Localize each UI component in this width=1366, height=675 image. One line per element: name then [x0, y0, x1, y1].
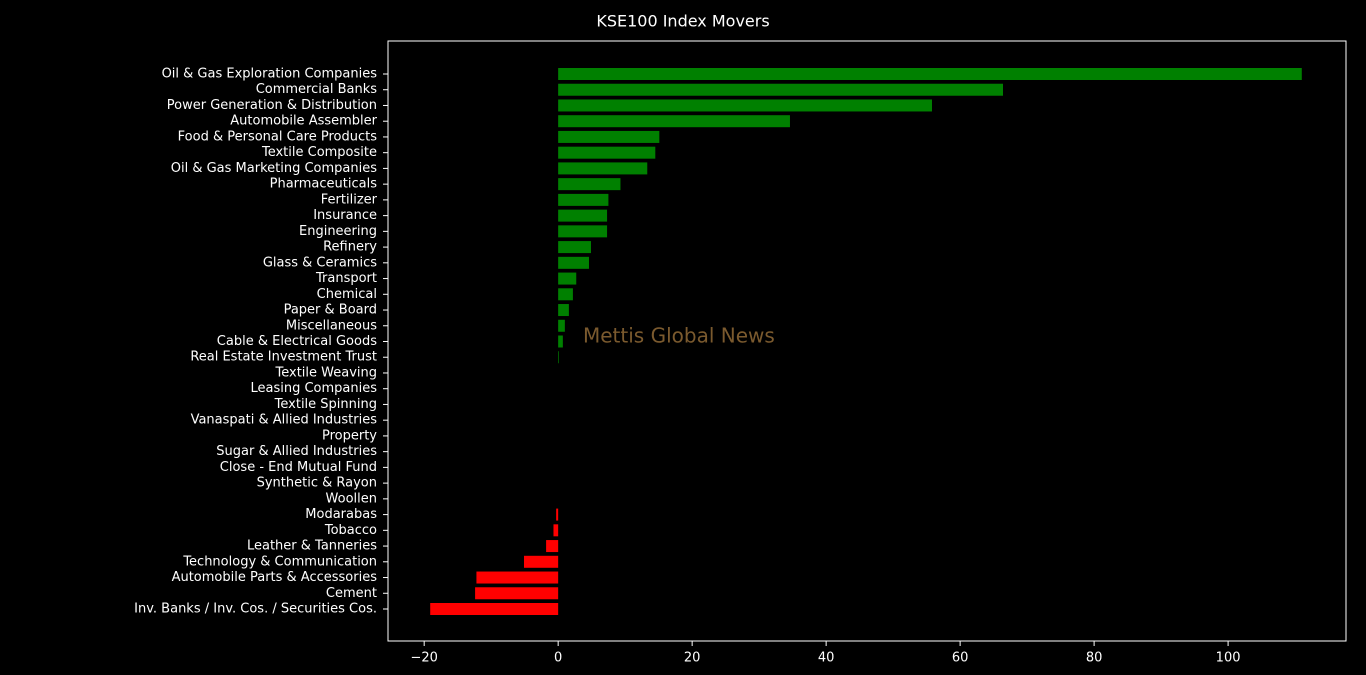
plot-frame: [387, 40, 1347, 642]
bar: [558, 162, 648, 175]
bar: [558, 83, 1003, 96]
bar: [558, 241, 591, 254]
y-tick-label: Miscellaneous: [286, 318, 377, 333]
x-tick-label: 0: [554, 651, 562, 666]
y-tick-label: Property: [322, 428, 377, 443]
chart-title: KSE100 Index Movers: [596, 12, 769, 31]
y-tick-label: Leather & Tanneries: [247, 539, 377, 554]
watermark: Mettis Global News: [583, 324, 775, 348]
x-tick-label: −20: [410, 651, 437, 666]
y-tick-label: Tobacco: [324, 523, 377, 538]
bar: [558, 304, 569, 317]
bar: [558, 351, 559, 364]
bar: [558, 272, 577, 285]
y-tick-label: Oil & Gas Marketing Companies: [171, 161, 377, 176]
y-tick-label: Vanaspati & Allied Industries: [191, 413, 378, 428]
y-tick-label: Real Estate Investment Trust: [190, 350, 377, 365]
bar: [475, 587, 559, 600]
x-tick-label: 40: [818, 651, 835, 666]
y-tick-label: Cable & Electrical Goods: [217, 334, 377, 349]
x-tick-label: 20: [684, 651, 701, 666]
y-tick-label: Fertilizer: [321, 192, 378, 207]
bar: [556, 508, 559, 521]
bar: [558, 68, 1302, 80]
y-tick-label: Modarabas: [305, 507, 377, 522]
y-tick-label: Transport: [315, 271, 377, 286]
y-tick-label: Automobile Assembler: [230, 114, 377, 129]
y-tick-label: Oil & Gas Exploration Companies: [162, 67, 378, 82]
bar: [558, 193, 609, 206]
bar: [558, 225, 608, 238]
y-tick-label: Glass & Ceramics: [263, 255, 377, 270]
y-tick-label: Textile Spinning: [274, 397, 377, 412]
y-tick-label: Textile Weaving: [275, 365, 378, 380]
y-tick-label: Chemical: [317, 287, 377, 302]
y-tick-label: Refinery: [323, 240, 377, 255]
bar: [558, 178, 621, 191]
y-tick-label: Automobile Parts & Accessories: [172, 570, 378, 585]
y-tick-label: Cement: [326, 586, 377, 601]
y-tick-label: Leasing Companies: [250, 381, 377, 396]
y-tick-label: Power Generation & Distribution: [167, 98, 377, 113]
bar: [558, 335, 563, 348]
bar: [558, 99, 932, 112]
bar: [558, 130, 660, 143]
bar: [558, 288, 573, 301]
bar: [558, 209, 608, 222]
y-tick-label: Sugar & Allied Industries: [216, 444, 377, 459]
bar: [476, 571, 559, 584]
y-tick-label: Woollen: [326, 491, 377, 506]
x-tick-label: 80: [1086, 651, 1103, 666]
y-tick-label: Commercial Banks: [256, 82, 378, 97]
bar: [558, 115, 790, 128]
y-tick-label: Synthetic & Rayon: [257, 476, 377, 491]
y-tick-label: Technology & Communication: [182, 554, 377, 569]
bar: [430, 603, 559, 615]
y-tick-label: Engineering: [299, 224, 377, 239]
y-tick-label: Pharmaceuticals: [270, 177, 378, 192]
bar: [553, 524, 559, 537]
bar: [558, 256, 589, 269]
x-tick-label: 100: [1216, 651, 1241, 666]
y-tick-label: Inv. Banks / Inv. Cos. / Securities Cos.: [134, 602, 377, 617]
x-tick-label: 60: [952, 651, 969, 666]
y-tick-label: Food & Personal Care Products: [178, 129, 378, 144]
y-tick-label: Close - End Mutual Fund: [220, 460, 377, 475]
y-tick-label: Insurance: [313, 208, 377, 223]
y-tick-label: Paper & Board: [284, 303, 377, 318]
y-tick-label: Textile Composite: [261, 145, 377, 160]
bar: [546, 540, 559, 553]
bar: [523, 555, 559, 568]
bar: [558, 146, 656, 159]
bar: [558, 319, 565, 332]
